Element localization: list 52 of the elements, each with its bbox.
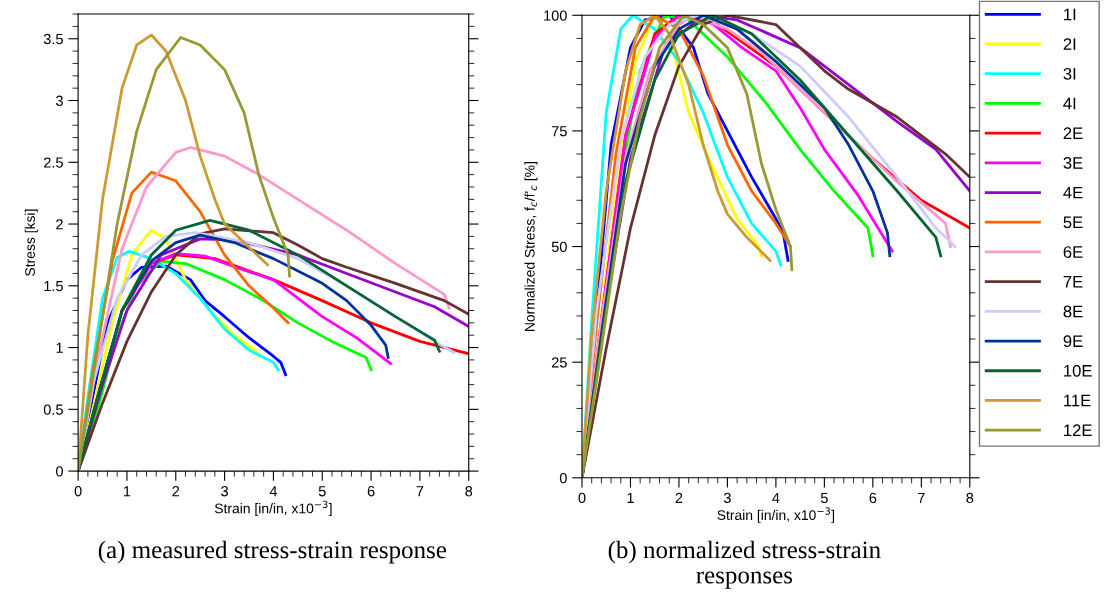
x-axis-title: Strain [in/in, x10$^{−3}$] [717,507,835,523]
y-tick-label: 0 [559,472,567,484]
y-tick-label: 75 [551,126,567,137]
x-tick-label: 7 [416,486,424,497]
text: (b) normalized stress-strain responses [608,540,881,589]
x-tick-label: 6 [869,492,877,504]
y-tick-label: 2 [56,219,63,230]
y-tick-label: 50 [551,241,567,252]
y-tick-label: 100 [544,10,567,21]
x-axis-title: Strain [in/in, x10$^{−3}$] [214,500,332,517]
y-axis-title: Normalized Stress, f$_{c}$/f'$_{c}$ [%] [524,162,538,331]
text: (a) measured stress-strain response [98,540,447,564]
y-axis-title: Stress [ksi] [24,209,38,276]
x-tick-label: 5 [820,492,828,504]
x-tick-label: 2 [172,486,180,497]
x-tick-label: 3 [723,492,731,504]
legend-label: 7E [1063,276,1083,288]
legend-label: 3E [1063,157,1083,169]
x-tick-label: 2 [675,492,683,503]
x-tick-label: 4 [269,486,278,497]
y-tick-label: 0.5 [43,404,63,415]
x-tick-label: 8 [966,492,974,504]
y-tick-label: 2.5 [44,157,63,168]
y-tick-label: 1 [56,342,63,353]
legend-label: 5E [1063,216,1083,229]
legend-label: 8E [1063,305,1083,318]
legend-label: 3I [1063,67,1076,80]
y-tick-label: 1.5 [44,281,63,292]
x-tick-label: 0 [74,486,82,497]
y-tick-label: 3.5 [43,33,63,45]
legend-label: 11E [1064,394,1091,407]
legend-label: 10E [1064,364,1092,377]
x-tick-label: 8 [465,486,473,497]
legend-label: 4I [1063,97,1076,110]
y-tick-label: 3 [55,95,63,106]
legend-label: 1I [1064,8,1076,21]
legend-label: 12E [1064,424,1092,436]
legend-label: 6E [1063,246,1083,258]
x-tick-label: 5 [318,486,326,497]
x-tick-label: 0 [578,492,586,504]
x-tick-label: 1 [627,492,634,503]
y-tick-label: 0 [56,466,63,477]
legend-label: 4E [1063,186,1083,199]
legend-label: 2E [1063,127,1083,139]
x-tick-label: 7 [918,492,925,503]
legend-label: 2I [1063,38,1076,50]
x-tick-label: 1 [124,486,131,497]
x-tick-label: 6 [367,486,375,497]
legend-label: 9E [1063,335,1083,348]
y-tick-label: 25 [551,357,567,368]
x-tick-label: 3 [221,486,229,497]
x-tick-label: 4 [772,492,780,503]
